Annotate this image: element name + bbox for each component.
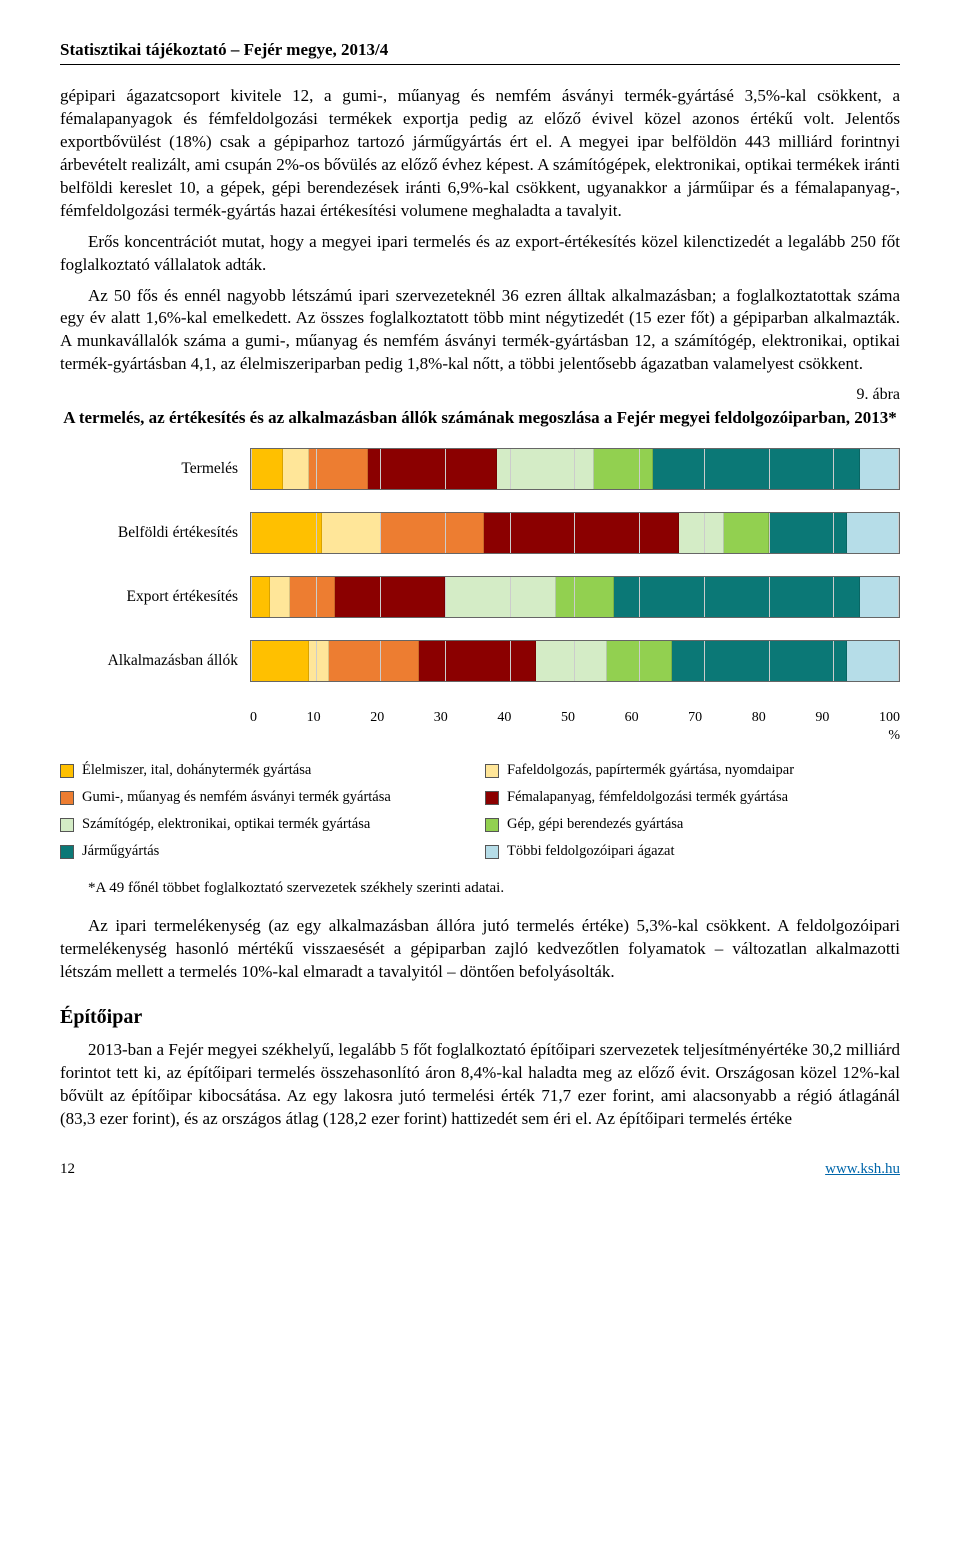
bar-segment	[769, 513, 847, 553]
bar-segment	[335, 577, 445, 617]
chart-row: Termelés	[60, 448, 900, 490]
bar-segment	[594, 449, 652, 489]
paragraph-5: 2013-ban a Fejér megyei székhelyű, legal…	[60, 1039, 900, 1131]
chart-bar-stack	[250, 448, 900, 490]
bar-segment	[251, 449, 283, 489]
bar-segment	[847, 513, 899, 553]
legend-label: Többi feldolgozóipari ágazat	[507, 843, 675, 860]
bar-segment	[607, 641, 672, 681]
paragraph-1: gépipari ágazatcsoport kivitele 12, a gu…	[60, 85, 900, 223]
page-footer: 12 www.ksh.hu	[60, 1161, 900, 1178]
bar-segment	[679, 513, 724, 553]
legend-swatch	[60, 818, 74, 832]
bar-segment	[381, 513, 485, 553]
legend-swatch	[485, 818, 499, 832]
axis-tick: 50	[561, 710, 575, 726]
bar-segment	[614, 577, 860, 617]
legend-swatch	[60, 791, 74, 805]
page-number: 12	[60, 1161, 75, 1178]
bar-segment	[484, 513, 678, 553]
bar-segment	[251, 641, 309, 681]
legend-swatch	[60, 845, 74, 859]
bar-segment	[860, 577, 899, 617]
chart-row: Export értékesítés	[60, 576, 900, 618]
axis-tick: 90	[815, 710, 829, 726]
chart-row: Belföldi értékesítés	[60, 512, 900, 554]
chart-row-label: Export értékesítés	[60, 588, 250, 606]
bar-segment	[653, 449, 860, 489]
bar-segment	[270, 577, 289, 617]
legend-swatch	[485, 791, 499, 805]
legend-label: Élelmiszer, ital, dohánytermék gyártása	[82, 762, 311, 779]
page-header: Statisztikai tájékoztató – Fejér megye, …	[60, 40, 900, 65]
legend-item: Fafeldolgozás, papírtermék gyártása, nyo…	[485, 762, 900, 779]
legend-item: Többi feldolgozóipari ágazat	[485, 843, 900, 860]
figure-number: 9. ábra	[60, 386, 900, 404]
chart-title: A termelés, az értékesítés és az alkalma…	[60, 408, 900, 428]
legend-label: Gép, gépi berendezés gyártása	[507, 816, 683, 833]
chart-row-label: Belföldi értékesítés	[60, 524, 250, 542]
bar-segment	[309, 641, 328, 681]
paragraph-3: Az 50 fős és ennél nagyobb létszámú ipar…	[60, 285, 900, 377]
legend-item: Élelmiszer, ital, dohánytermék gyártása	[60, 762, 475, 779]
bar-segment	[419, 641, 536, 681]
legend-swatch	[485, 764, 499, 778]
bar-segment	[536, 641, 607, 681]
bar-segment	[724, 513, 769, 553]
axis-tick: 20	[370, 710, 384, 726]
legend-label: Számítógép, elektronikai, optikai termék…	[82, 816, 370, 833]
axis-tick: 40	[497, 710, 511, 726]
paragraph-2: Erős koncentrációt mutat, hogy a megyei …	[60, 231, 900, 277]
legend-label: Fémalapanyag, fémfeldolgozási termék gyá…	[507, 789, 788, 806]
axis-tick: 70	[688, 710, 702, 726]
bar-segment	[309, 449, 367, 489]
bar-segment	[860, 449, 899, 489]
legend-swatch	[60, 764, 74, 778]
axis-unit: %	[60, 728, 900, 744]
axis-tick: 60	[625, 710, 639, 726]
chart-row-label: Alkalmazásban állók	[60, 652, 250, 670]
bar-segment	[445, 577, 555, 617]
stacked-bar-chart: Termelés Belföldi értékesítés Export érték…	[60, 448, 900, 860]
axis-tick: 100	[879, 710, 900, 726]
chart-footnote: *A 49 főnél többet foglalkoztató szervez…	[60, 880, 900, 897]
legend-item: Fémalapanyag, fémfeldolgozási termék gyá…	[485, 789, 900, 806]
bar-segment	[322, 513, 380, 553]
legend-item: Járműgyártás	[60, 843, 475, 860]
legend-label: Gumi-, műanyag és nemfém ásványi termék …	[82, 789, 391, 806]
chart-bar-stack	[250, 512, 900, 554]
section-heading: Építőipar	[60, 1006, 900, 1029]
chart-bar-stack	[250, 640, 900, 682]
legend-label: Fafeldolgozás, papírtermék gyártása, nyo…	[507, 762, 794, 779]
axis-tick: 80	[752, 710, 766, 726]
chart-row: Alkalmazásban állók	[60, 640, 900, 682]
bar-segment	[368, 449, 498, 489]
legend-swatch	[485, 845, 499, 859]
axis-tick: 10	[307, 710, 321, 726]
bar-segment	[672, 641, 847, 681]
bar-segment	[290, 577, 335, 617]
chart-bar-stack	[250, 576, 900, 618]
axis-tick: 30	[434, 710, 448, 726]
paragraph-4: Az ipari termelékenység (az egy alkalmaz…	[60, 915, 900, 984]
bar-segment	[497, 449, 594, 489]
footer-link[interactable]: www.ksh.hu	[825, 1161, 900, 1178]
bar-segment	[329, 641, 420, 681]
bar-segment	[283, 449, 309, 489]
chart-row-label: Termelés	[60, 460, 250, 478]
bar-segment	[251, 577, 270, 617]
legend-item: Gép, gépi berendezés gyártása	[485, 816, 900, 833]
bar-segment	[556, 577, 614, 617]
legend-label: Járműgyártás	[82, 843, 159, 860]
legend-item: Gumi-, műanyag és nemfém ásványi termék …	[60, 789, 475, 806]
bar-segment	[847, 641, 899, 681]
axis-tick: 0	[250, 710, 257, 726]
bar-segment	[251, 513, 322, 553]
legend-item: Számítógép, elektronikai, optikai termék…	[60, 816, 475, 833]
